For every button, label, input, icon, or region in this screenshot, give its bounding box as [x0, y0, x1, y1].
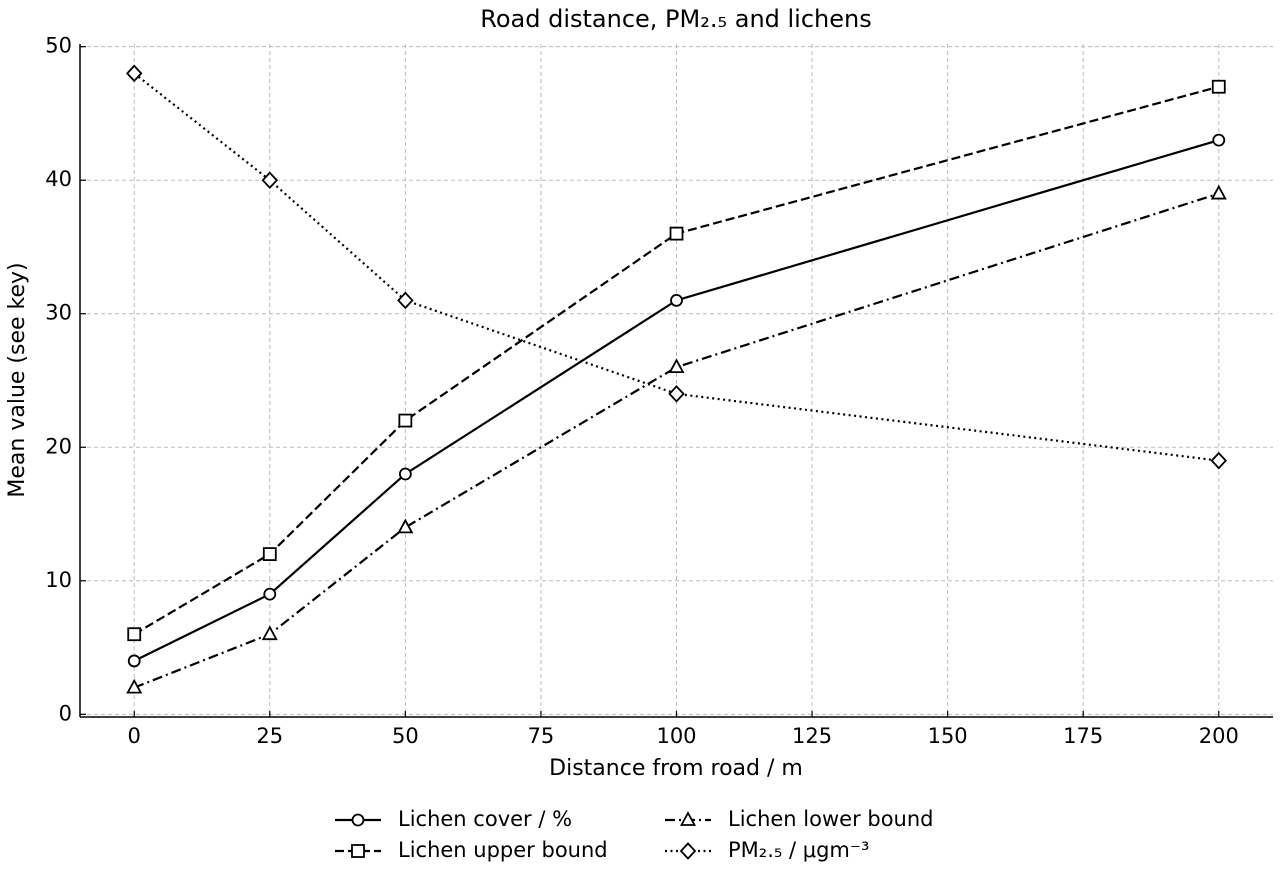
- data-point: [669, 226, 684, 241]
- x-tick-label: 100: [656, 724, 696, 748]
- data-point: [668, 385, 685, 403]
- y-axis-label: Mean value (see key): [5, 262, 30, 497]
- legend-marker: [679, 842, 697, 860]
- data-point: [1210, 184, 1227, 200]
- y-tick-label: 30: [45, 301, 72, 325]
- y-tick-label: 40: [45, 167, 72, 191]
- data-point: [262, 547, 277, 561]
- data-point: [261, 171, 279, 190]
- data-point: [397, 518, 414, 534]
- x-tick-label: 25: [256, 724, 283, 748]
- x-axis-label: Distance from road / m: [549, 756, 803, 781]
- legend-label: Lichen upper bound: [398, 838, 608, 862]
- legend-label: PM₂.₅ / μgm⁻³: [728, 838, 869, 862]
- legend-marker: [351, 813, 365, 827]
- data-point: [668, 358, 685, 374]
- x-tick-label: 150: [928, 724, 968, 748]
- data-point: [263, 587, 277, 601]
- legend-label: Lichen lower bound: [728, 807, 934, 831]
- x-tick-label: 200: [1199, 724, 1239, 748]
- data-point: [398, 467, 412, 481]
- legend-label: Lichen cover / %: [398, 807, 572, 831]
- data-point: [397, 291, 414, 310]
- data-point: [398, 413, 413, 428]
- x-tick-label: 0: [128, 724, 141, 748]
- y-tick-label: 20: [45, 434, 72, 458]
- data-point: [261, 625, 278, 641]
- data-point: [1210, 451, 1228, 470]
- legend-marker: [351, 844, 365, 858]
- y-tick-label: 0: [59, 701, 72, 725]
- series-line: [133, 192, 1220, 689]
- data-point: [126, 678, 143, 694]
- x-tick-label: 175: [1063, 724, 1103, 748]
- x-tick-label: 75: [528, 724, 555, 748]
- data-point: [670, 293, 683, 307]
- y-tick-label: 50: [45, 34, 72, 58]
- series-line: [133, 85, 1220, 636]
- data-point: [1212, 133, 1226, 147]
- chart-title: Road distance, PM₂.₅ and lichens: [480, 5, 872, 33]
- data-point: [1211, 79, 1226, 94]
- x-tick-label: 50: [392, 724, 419, 748]
- data-point: [125, 64, 143, 83]
- y-tick-label: 10: [45, 568, 72, 592]
- data-point: [127, 627, 142, 642]
- legend-marker: [679, 811, 697, 826]
- data-point: [127, 654, 141, 668]
- x-tick-label: 125: [792, 724, 832, 748]
